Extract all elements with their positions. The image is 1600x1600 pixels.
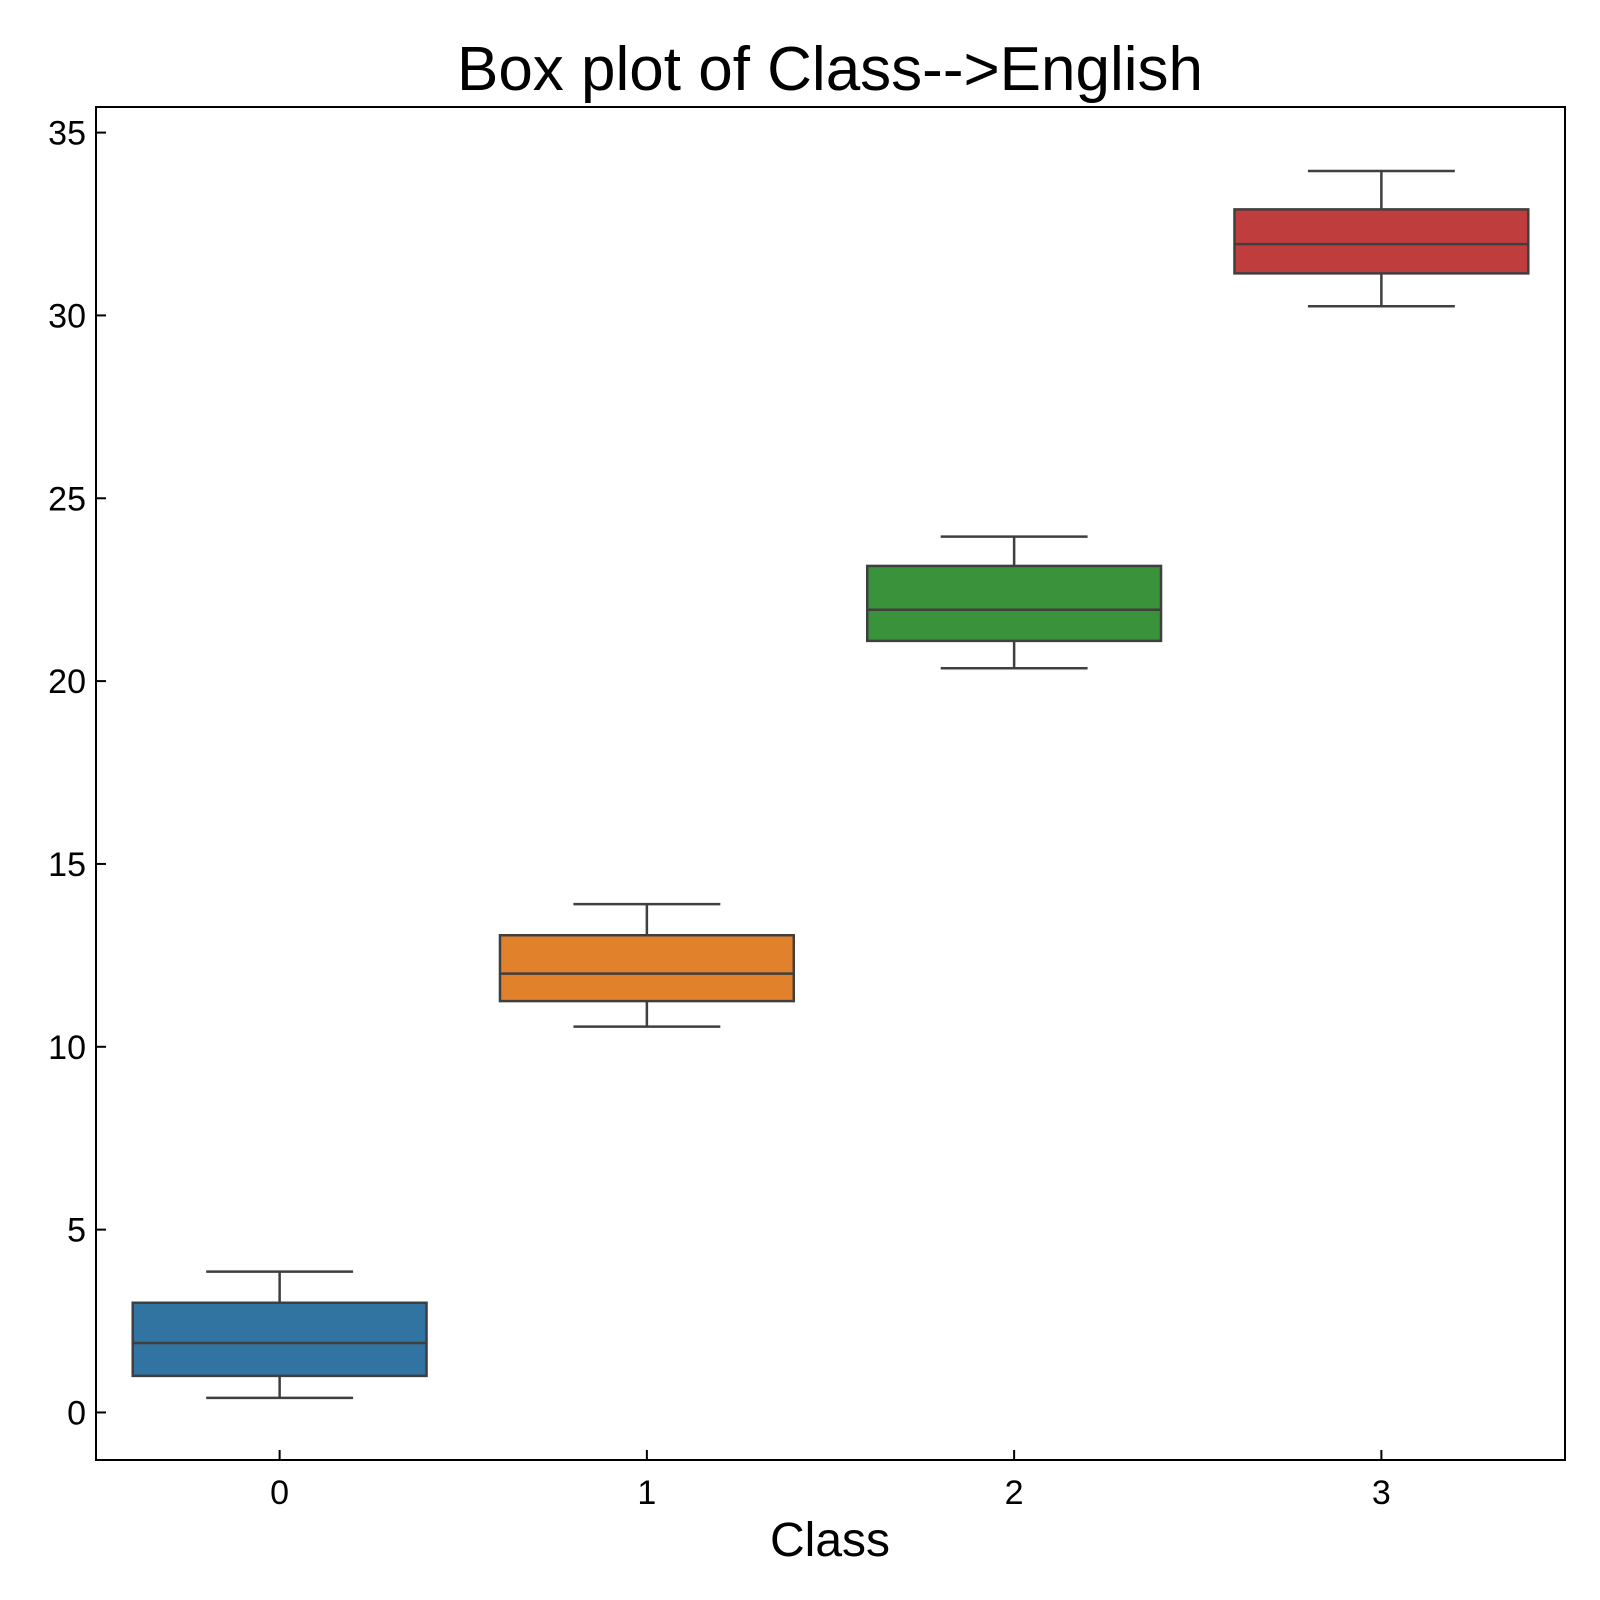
x-tick-label: 1 (637, 1474, 656, 1512)
box-1 (498, 934, 796, 1003)
y-tick-label: 10 (48, 1029, 86, 1067)
plot-area (131, 169, 1530, 1400)
x-tick-label: 0 (270, 1474, 289, 1512)
axes-frame (95, 106, 1566, 1461)
box-group-2 (865, 535, 1163, 670)
box-group-1 (498, 902, 796, 1028)
box-3 (1233, 208, 1530, 275)
x-axis-label: Class (770, 1514, 890, 1567)
y-tick-label: 15 (48, 846, 86, 884)
y-axis: 0 5 10 15 20 25 30 35 (48, 115, 106, 1432)
box-0 (131, 1301, 428, 1378)
y-tick-label: 30 (48, 297, 86, 335)
x-axis: 0 1 2 3 (270, 1450, 1391, 1512)
x-tick-label: 2 (1005, 1474, 1024, 1512)
box-2 (865, 564, 1163, 643)
chart-title: Box plot of Class-->English (457, 35, 1203, 104)
y-tick-label: 5 (67, 1212, 86, 1250)
x-tick-label: 3 (1372, 1474, 1391, 1512)
y-tick-label: 20 (48, 663, 86, 701)
y-tick-label: 25 (48, 480, 86, 518)
y-tick-label: 0 (67, 1394, 86, 1432)
box-group-0 (131, 1270, 428, 1400)
y-tick-label: 35 (48, 115, 86, 153)
box-group-3 (1233, 169, 1530, 308)
